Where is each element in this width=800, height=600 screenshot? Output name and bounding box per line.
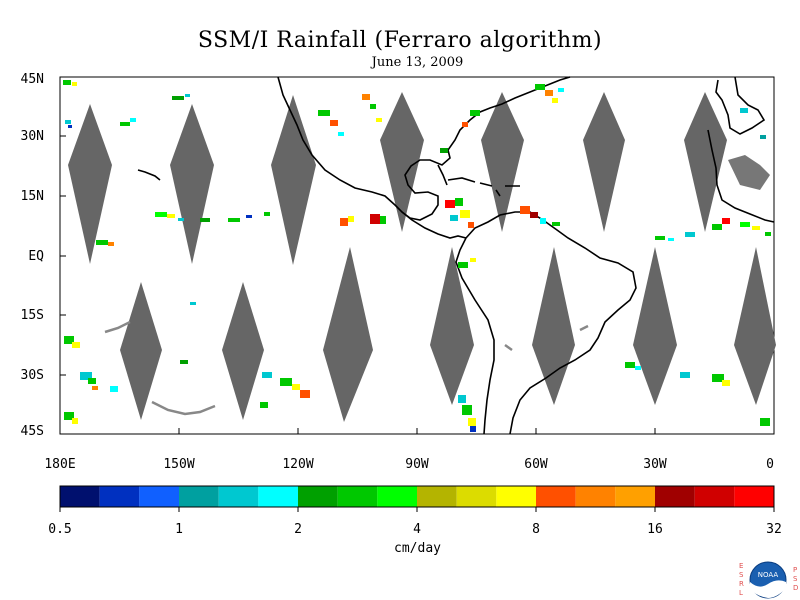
rain-cluster	[64, 336, 118, 424]
noaa-esrl-psd-logo: E S R L NOAA P S D	[737, 560, 799, 600]
colorbar-tick-label: 32	[766, 522, 782, 537]
axis-ticks	[59, 76, 775, 435]
swath-gap	[323, 247, 373, 422]
rain-cluster	[63, 80, 77, 128]
swath-gap	[120, 282, 162, 420]
logo-letter: S	[739, 571, 744, 579]
colorbar-units: cm/day	[394, 541, 441, 556]
rain-cluster	[96, 212, 270, 246]
logo-letter: D	[793, 584, 799, 592]
colorbar-swatch	[218, 486, 259, 507]
lat-label-eq: EQ	[28, 249, 44, 264]
africa-coast	[707, 129, 775, 223]
colorbar-swatch	[139, 486, 179, 507]
colorbar-tick-label: 8	[532, 522, 540, 537]
colorbar-swatch	[99, 486, 140, 507]
colorbar-swatch	[60, 486, 100, 507]
swath-gap	[430, 247, 474, 405]
swath-gaps	[68, 92, 776, 422]
gray-mark	[151, 400, 216, 416]
logo-letter: P	[793, 566, 798, 574]
noaa-emblem-icon: NOAA	[749, 561, 787, 599]
south-america-coast	[465, 211, 637, 435]
map-date: June 13, 2009	[371, 55, 464, 70]
colorbar-tick-label: 2	[294, 522, 302, 537]
lat-label-30n: 30N	[20, 129, 44, 144]
swath-gap	[481, 92, 524, 232]
swath-gap	[734, 247, 776, 405]
rain-cluster	[445, 198, 560, 268]
swath-gap	[380, 92, 424, 232]
swath-gap	[684, 92, 727, 232]
lat-label-45s: 45S	[20, 424, 44, 439]
colorbar-swatch	[377, 486, 417, 507]
colorbar-swatch	[496, 486, 536, 507]
map-title: SSM/I Rainfall (Ferraro algorithm)	[197, 28, 603, 53]
rain-cluster	[625, 362, 770, 426]
lon-label-60w: 60W	[524, 457, 548, 472]
colorbar-tick-label: 16	[647, 522, 663, 537]
rain-clusters	[63, 80, 771, 432]
logo-letter: R	[739, 580, 744, 588]
colorbar-swatch	[615, 486, 655, 507]
colorbar-swatch	[417, 486, 457, 507]
lat-label-30s: 30S	[20, 368, 44, 383]
lon-label-30w: 30W	[643, 457, 667, 472]
colorbar-tick-label: 4	[413, 522, 421, 537]
rain-cluster	[440, 84, 564, 153]
rain-cluster	[655, 108, 771, 241]
logo-center-text: NOAA	[758, 571, 779, 579]
colorbar-swatch	[536, 486, 576, 507]
south-america-west-coast	[455, 237, 495, 435]
rain-cluster	[180, 302, 310, 408]
gray-mark	[504, 324, 589, 352]
gray-mark	[104, 320, 131, 334]
colorbar-swatch	[179, 486, 219, 507]
swath-gap	[170, 104, 214, 264]
colorbar	[59, 485, 775, 512]
colorbar-swatch	[655, 486, 695, 507]
swath-gap	[222, 282, 264, 420]
rain-cluster	[120, 94, 190, 126]
lat-label-45n: 45N	[20, 72, 44, 87]
logo-letter: S	[793, 575, 798, 583]
lon-label-0: 0	[766, 457, 774, 472]
colorbar-swatch	[734, 486, 774, 507]
swath-gap	[68, 104, 112, 264]
colorbar-swatch	[298, 486, 338, 507]
colorbar-swatch	[258, 486, 298, 507]
logo-letter: L	[739, 589, 743, 597]
colorbar-swatch	[575, 486, 616, 507]
logo-letter: E	[739, 562, 744, 570]
lat-label-15s: 15S	[20, 308, 44, 323]
caribbean-islands	[447, 177, 520, 197]
rain-cluster	[458, 395, 476, 432]
colorbar-swatch	[694, 486, 735, 507]
swath-gap	[633, 247, 677, 405]
lon-label-90w: 90W	[405, 457, 429, 472]
lat-label-15n: 15N	[20, 189, 44, 204]
florida-coast	[437, 164, 448, 186]
pacific-small-coast	[137, 169, 161, 181]
gray-marks	[104, 320, 589, 416]
central-america-coast	[401, 211, 467, 239]
swath-gap	[728, 155, 770, 190]
arctic-islands-coast	[715, 76, 766, 135]
swath-gap	[271, 95, 316, 265]
coastlines	[137, 76, 775, 435]
lon-label-150w: 150W	[163, 457, 195, 472]
colorbar-swatch	[456, 486, 497, 507]
lon-label-120w: 120W	[282, 457, 314, 472]
colorbar-tick-label: 1	[175, 522, 183, 537]
lon-label-180e: 180E	[44, 457, 76, 472]
north-america-coast	[277, 76, 571, 221]
colorbar-tick-label: 0.5	[48, 522, 72, 537]
swath-gap	[583, 92, 625, 232]
colorbar-swatch	[337, 486, 378, 507]
rain-cluster	[318, 94, 386, 226]
